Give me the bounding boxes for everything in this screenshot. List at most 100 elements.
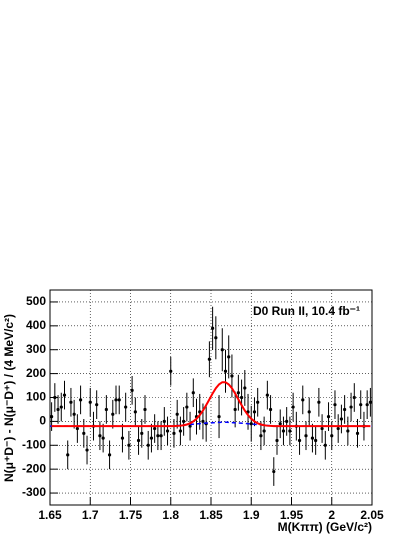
data-point [56,407,60,412]
data-point [153,426,157,431]
data-point [275,438,279,443]
x-tick-label: 1.9 [243,508,260,522]
data-point [239,395,244,400]
data-point [223,369,228,373]
data-point [368,400,372,404]
data-point [72,412,76,416]
y-tick-label: -200 [22,461,46,475]
data-point [304,434,308,438]
data-point [146,443,150,447]
data-point [107,453,112,457]
data-point [320,426,324,431]
data-point [133,410,137,414]
data-point [314,438,318,443]
data-point [175,412,179,416]
data-point [217,415,221,419]
data-point [272,469,276,474]
data-point [288,429,292,433]
data-point [178,429,183,433]
data-point [310,436,315,440]
y-tick-label: -100 [22,437,46,451]
data-point [343,407,347,412]
data-point [114,398,118,402]
data-point [265,393,269,397]
data-point [127,443,131,447]
data-point [278,422,282,426]
data-point [111,412,115,416]
data-point [66,453,70,457]
data-point [336,426,340,431]
data-point [165,429,170,433]
data-point [62,393,67,397]
annotation: D0 Run II, 10.4 fb⁻¹ [253,304,360,318]
data-point [143,407,147,412]
data-point [326,415,331,419]
x-tick-label: 1.75 [119,508,143,522]
data-point [124,405,128,409]
data-point [78,398,83,402]
data-point [346,429,350,433]
data-point [307,410,311,414]
data-point [349,405,353,409]
y-tick-label: 300 [26,342,46,356]
x-tick-label: 1.95 [280,508,304,522]
y-tick-label: 400 [26,318,46,332]
data-point [130,388,134,392]
data-point [214,336,218,340]
x-tick-label: 1.65 [38,508,62,522]
data-point [256,400,260,404]
data-point [227,355,231,359]
y-tick-label: 0 [39,414,46,428]
data-point [120,436,125,440]
data-point [352,395,356,400]
data-point [59,405,63,409]
data-point [69,400,73,404]
data-point [50,415,54,419]
data-point [365,403,369,407]
data-point [117,398,121,402]
data-point [207,357,211,361]
x-axis-label: M(Kππ) (GeV/c²) [278,520,372,534]
data-point [53,395,57,400]
data-point [169,369,173,373]
data-point [88,400,92,404]
data-point [191,391,195,395]
data-point [104,407,108,412]
data-point [317,400,321,404]
y-tick-label: 500 [26,294,46,308]
data-point [188,424,192,428]
data-point [333,403,337,407]
x-tick-label: 2.05 [360,508,384,522]
data-point [301,398,305,402]
data-point [323,443,327,447]
fit-curve [51,381,371,428]
data-point [182,419,186,423]
data-point [359,403,363,407]
data-point [330,434,334,438]
data-point [75,426,79,431]
y-tick-label: -300 [22,485,46,499]
x-tick-label: 2 [328,508,335,522]
x-tick-label: 1.8 [162,508,179,522]
data-point [172,431,176,435]
y-tick-label: 100 [26,390,46,404]
data-point [140,431,144,435]
data-point [262,429,266,433]
data-point [162,419,166,423]
data-point [101,436,105,440]
data-point [149,436,154,440]
data-point [185,405,189,409]
data-point [285,419,289,423]
data-point [268,407,273,412]
data-point [201,419,205,423]
data-point [243,386,247,390]
data-point [211,326,215,330]
data-point [252,410,257,414]
data-point [220,348,224,352]
data-point [259,434,263,438]
data-point [355,431,360,435]
data-point [339,417,344,421]
x-tick-label: 1.7 [82,508,99,522]
data-point [98,434,102,438]
